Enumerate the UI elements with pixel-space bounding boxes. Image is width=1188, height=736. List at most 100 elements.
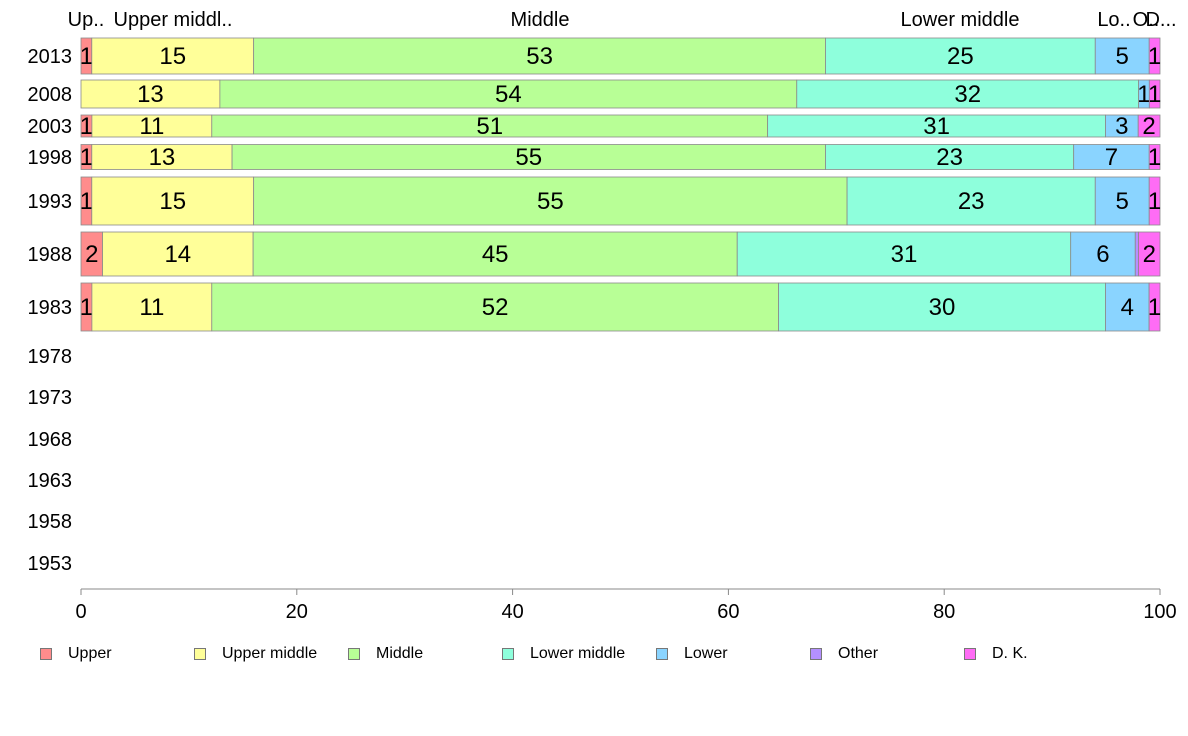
bar-segment <box>1073 144 1150 170</box>
data-label: 11 <box>139 113 164 140</box>
data-label: 1 <box>1148 43 1161 70</box>
bar-segment <box>778 282 1106 332</box>
legend-swatch <box>656 648 668 660</box>
data-label: 1 <box>80 188 93 215</box>
data-label: 52 <box>482 294 509 321</box>
legend-label: Other <box>838 645 879 662</box>
bar-segment <box>1094 176 1150 226</box>
legend-item: Lower <box>656 640 728 668</box>
bar-segment <box>796 79 1140 109</box>
column-header: Middle <box>511 9 570 31</box>
data-label: 11 <box>139 294 164 321</box>
column-header: Up.. <box>68 9 105 31</box>
legend-item: Upper middle <box>194 640 317 668</box>
legend-label: D. K. <box>992 645 1028 662</box>
x-tick-label: 40 <box>501 601 523 623</box>
x-tick-label: 0 <box>75 601 86 623</box>
x-tick-label: 60 <box>717 601 739 623</box>
bar-segment <box>1134 231 1139 277</box>
data-label: 2 <box>85 241 98 268</box>
bar-segment <box>219 79 798 109</box>
legend-label: Lower <box>684 645 728 662</box>
data-label: 55 <box>537 188 564 215</box>
bar-segment <box>736 231 1072 277</box>
bar-segment <box>1148 144 1161 170</box>
column-header: O.. <box>1133 9 1160 31</box>
data-label: 7 <box>1105 144 1118 171</box>
data-label: 1 <box>80 43 93 70</box>
data-label: 5 <box>1116 43 1129 70</box>
y-tick-label: 1998 <box>28 147 73 169</box>
data-label: 23 <box>936 144 963 171</box>
y-tick-label: 1968 <box>28 429 73 451</box>
data-label: 2 <box>1143 241 1156 268</box>
bar-segment <box>1137 114 1161 138</box>
data-label: 13 <box>137 81 164 108</box>
bar-segment <box>252 231 738 277</box>
bar-segment <box>1094 37 1150 75</box>
bar-segment <box>102 231 254 277</box>
y-tick-label: 1993 <box>28 191 73 213</box>
bar-segment <box>1148 176 1161 226</box>
bar-segment <box>1148 37 1161 75</box>
data-label: 54 <box>495 81 522 108</box>
legend-swatch <box>964 648 976 660</box>
column-header: D... <box>1145 9 1176 31</box>
y-tick-label: 1978 <box>28 346 73 368</box>
data-label: 15 <box>159 188 186 215</box>
chart-legend: Upper Upper middle Middle Lower middle Lower… <box>0 640 1188 668</box>
legend-label: Upper <box>68 645 112 662</box>
legend-item: Upper <box>40 640 112 668</box>
data-label: 1 <box>1148 294 1161 321</box>
data-label: 6 <box>1096 241 1109 268</box>
y-tick-label: 1953 <box>28 553 73 575</box>
data-label: 30 <box>929 294 956 321</box>
bar-segment <box>825 37 1096 75</box>
legend-item: Middle <box>348 640 423 668</box>
data-label: 51 <box>476 113 503 140</box>
data-label: 3 <box>1115 113 1128 140</box>
legend-label: Lower middle <box>530 645 626 662</box>
data-label: 14 <box>164 241 191 268</box>
bar-segment <box>846 176 1096 226</box>
y-tick-label: 1973 <box>28 387 73 409</box>
data-label: 1 <box>1148 81 1161 108</box>
y-tick-label: 1963 <box>28 470 73 492</box>
legend-item: D. K. <box>964 640 1028 668</box>
x-tick-label: 100 <box>1143 601 1176 623</box>
bar-segment <box>1105 282 1150 332</box>
y-tick-label: 1988 <box>28 244 73 266</box>
stacked-bar-chart: Up.. Upper middl.. Middle Lower middle Lo.. O… <box>28 9 1177 623</box>
bar-segment <box>825 144 1075 170</box>
legend-swatch <box>348 648 360 660</box>
legend-swatch <box>40 648 52 660</box>
data-label: 1 <box>1137 81 1150 108</box>
bar-segment <box>91 144 233 170</box>
legend-swatch <box>194 648 206 660</box>
x-tick-label: 20 <box>286 601 308 623</box>
data-label: 45 <box>482 241 509 268</box>
data-label: 1 <box>80 294 93 321</box>
data-label: 32 <box>954 81 981 108</box>
data-label: 1 <box>1148 188 1161 215</box>
bar-segment <box>253 176 848 226</box>
data-label: 25 <box>947 43 974 70</box>
bar-segment <box>231 144 826 170</box>
column-header: Lower middle <box>901 9 1020 31</box>
bar-segment <box>1138 231 1161 277</box>
data-label: 1 <box>80 113 93 140</box>
bar-segment <box>1148 79 1161 109</box>
y-tick-label: 1958 <box>28 511 73 533</box>
data-label: 1 <box>80 144 93 171</box>
x-tick-label: 80 <box>933 601 955 623</box>
bar-segment <box>80 79 221 109</box>
legend-swatch <box>502 648 514 660</box>
legend-item: Other <box>810 640 878 668</box>
data-label: 31 <box>923 113 950 140</box>
y-tick-label: 2013 <box>28 46 73 68</box>
data-label: 23 <box>958 188 985 215</box>
legend-label: Middle <box>376 645 424 662</box>
data-label: 15 <box>159 43 186 70</box>
column-header: Lo.. <box>1097 9 1130 31</box>
data-label: 2 <box>1142 113 1155 140</box>
